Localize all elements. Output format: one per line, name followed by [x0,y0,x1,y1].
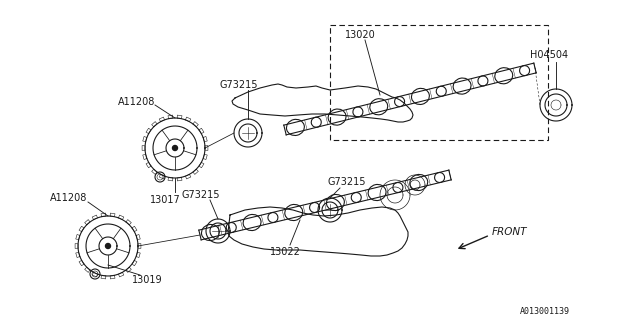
Text: A11208: A11208 [50,193,88,203]
Text: 13020: 13020 [345,30,376,40]
Text: 13022: 13022 [270,247,301,257]
Text: H04504: H04504 [530,50,568,60]
Circle shape [106,244,111,249]
Text: G73215: G73215 [182,190,221,200]
Text: 13017: 13017 [150,195,180,205]
Text: G73215: G73215 [220,80,259,90]
Text: FRONT: FRONT [492,227,527,237]
Text: G73215: G73215 [328,177,367,187]
Text: 13019: 13019 [132,275,163,285]
Circle shape [173,146,177,150]
Text: A013001139: A013001139 [520,308,570,316]
Text: A11208: A11208 [118,97,156,107]
